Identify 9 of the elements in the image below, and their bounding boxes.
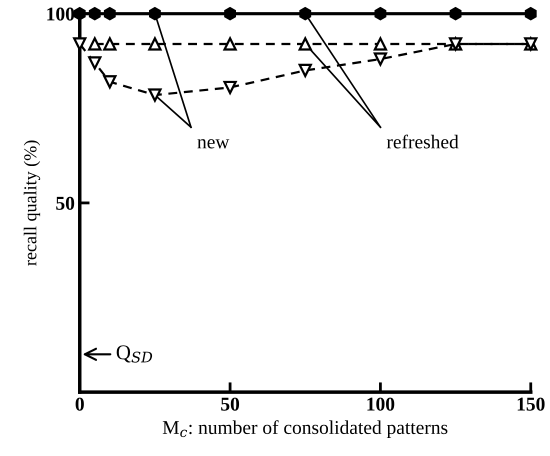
x-tick-label: 50 — [221, 398, 240, 411]
x-tick-label: 150 — [518, 398, 545, 411]
annotation: refreshed — [386, 134, 459, 148]
x-tick-label: 0 — [76, 398, 84, 411]
x-axis-title: M$_{c}$: number of consolidated patterns — [162, 420, 448, 438]
x-tick-label: 100 — [367, 398, 394, 411]
annotation: new — [197, 139, 230, 148]
annotation: Q$_{SD}$ — [116, 345, 152, 363]
y-axis-title: recall quality (%) — [24, 140, 40, 266]
